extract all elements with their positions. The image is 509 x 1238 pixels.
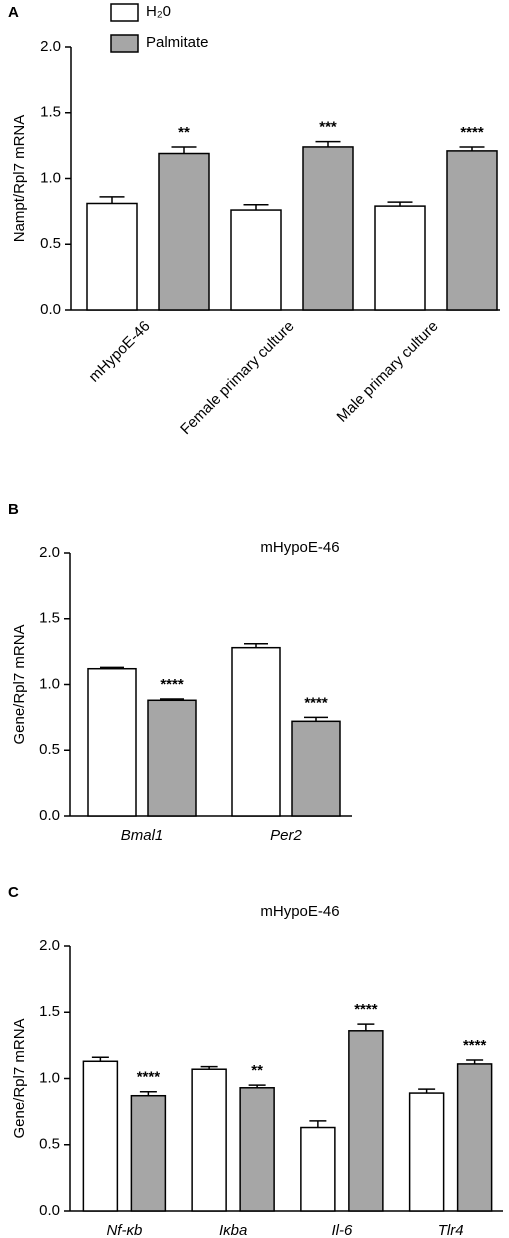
bar bbox=[231, 646, 281, 817]
bar bbox=[348, 1030, 384, 1212]
bar bbox=[374, 205, 426, 311]
significance: ** bbox=[251, 1062, 263, 1079]
bar bbox=[239, 1087, 275, 1212]
y-tick-label: 0.5 bbox=[39, 741, 60, 758]
x-tick-label: Per2 bbox=[270, 827, 302, 844]
y-tick-label: 1.0 bbox=[39, 675, 60, 692]
bar bbox=[302, 146, 354, 311]
bar bbox=[158, 152, 210, 311]
significance: ** bbox=[178, 124, 190, 141]
significance: **** bbox=[137, 1069, 161, 1086]
panel-label: B bbox=[8, 501, 19, 518]
y-tick-label: 2.0 bbox=[40, 38, 61, 55]
bar bbox=[456, 1063, 493, 1212]
x-tick-label: mHypoE-46 bbox=[86, 318, 154, 386]
significance: **** bbox=[463, 1037, 487, 1054]
bar bbox=[446, 150, 498, 311]
bar bbox=[86, 202, 138, 311]
legend-label: H₂0 bbox=[146, 3, 171, 20]
panel-label: A bbox=[8, 4, 19, 21]
legend-swatch bbox=[110, 3, 139, 22]
y-tick-label: 0.0 bbox=[40, 301, 61, 318]
y-axis-label: Gene/Rpl7 mRNA bbox=[11, 1018, 28, 1138]
legend-label: Palmitate bbox=[146, 34, 209, 51]
y-tick-label: 1.5 bbox=[39, 1003, 60, 1020]
chart-title: mHypoE-46 bbox=[260, 539, 339, 556]
significance: **** bbox=[160, 676, 184, 693]
x-tick-label: Nf-κb bbox=[106, 1222, 142, 1238]
bar bbox=[291, 720, 341, 817]
y-tick-label: 0.5 bbox=[40, 235, 61, 252]
x-tick-label: Male primary culture bbox=[334, 318, 442, 426]
chart-title: mHypoE-46 bbox=[260, 903, 339, 920]
panel-label: C bbox=[8, 884, 19, 901]
x-tick-label: Il-6 bbox=[331, 1222, 352, 1238]
legend-swatch bbox=[110, 34, 139, 53]
bar bbox=[130, 1094, 167, 1212]
significance: *** bbox=[319, 119, 337, 136]
bar bbox=[87, 667, 137, 817]
bar bbox=[147, 699, 197, 817]
significance: **** bbox=[460, 124, 484, 141]
y-tick-label: 1.0 bbox=[39, 1069, 60, 1086]
bar bbox=[408, 1092, 445, 1212]
y-axis-label: Nampt/Rpl7 mRNA bbox=[11, 115, 28, 243]
y-tick-label: 0.0 bbox=[39, 1202, 60, 1219]
bar bbox=[300, 1126, 336, 1212]
significance: **** bbox=[354, 1001, 378, 1018]
y-tick-label: 1.5 bbox=[39, 610, 60, 627]
x-tick-label: Iκba bbox=[219, 1222, 247, 1238]
bar bbox=[191, 1068, 227, 1212]
y-tick-label: 0.0 bbox=[39, 807, 60, 824]
y-tick-label: 2.0 bbox=[39, 937, 60, 954]
x-tick-label: Tlr4 bbox=[438, 1222, 464, 1238]
y-tick-label: 0.5 bbox=[39, 1136, 60, 1153]
y-axis-label: Gene/Rpl7 mRNA bbox=[11, 624, 28, 744]
y-tick-label: 1.0 bbox=[40, 169, 61, 186]
y-tick-label: 2.0 bbox=[39, 544, 60, 561]
x-tick-label: Female primary culture bbox=[177, 318, 297, 438]
x-tick-label: Bmal1 bbox=[121, 827, 164, 844]
significance: **** bbox=[304, 694, 328, 711]
bar bbox=[230, 209, 282, 311]
bar bbox=[82, 1060, 119, 1212]
y-tick-label: 1.5 bbox=[40, 104, 61, 121]
